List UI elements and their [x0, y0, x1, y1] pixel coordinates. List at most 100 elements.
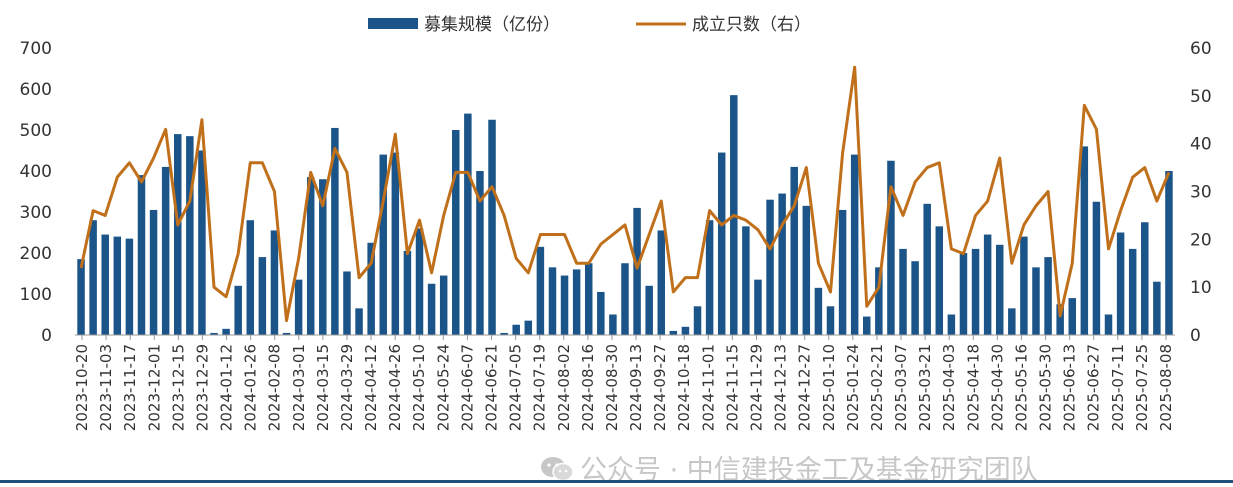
legend: 募集规模（亿份） 成立只数（右） — [368, 15, 811, 35]
bar — [1092, 201, 1101, 335]
x-tick-label: 2024-07-05 — [507, 344, 525, 431]
bar — [210, 332, 218, 335]
bar — [778, 193, 786, 335]
left-y-tick-label: 300 — [20, 203, 52, 223]
bar — [971, 248, 980, 335]
bar — [1032, 267, 1040, 335]
bar — [850, 154, 859, 335]
x-tick-label: 2023-10-20 — [73, 344, 91, 431]
bar — [234, 285, 242, 335]
bar — [826, 306, 835, 335]
right-y-tick-label: 40 — [1190, 135, 1212, 155]
bar — [560, 275, 569, 335]
bar — [875, 267, 883, 335]
x-tick-label: 2025-03-21 — [916, 344, 934, 431]
bar — [415, 228, 424, 335]
bar — [754, 279, 762, 335]
bar — [452, 130, 460, 335]
x-tick-label: 2025-05-16 — [1012, 344, 1030, 431]
bar — [669, 330, 678, 335]
bar — [947, 314, 956, 335]
bar — [270, 230, 279, 335]
right-y-tick-label: 20 — [1190, 230, 1212, 250]
bar — [1068, 298, 1076, 335]
bar — [609, 314, 617, 335]
left-y-tick-label: 100 — [20, 285, 52, 305]
legend-line-label: 成立只数（右） — [692, 15, 811, 35]
x-tick-label: 2024-08-02 — [555, 344, 573, 431]
x-tick-label: 2024-05-10 — [410, 344, 428, 431]
bar — [814, 287, 823, 335]
bar — [1104, 314, 1113, 335]
x-tick-label: 2024-06-07 — [458, 344, 476, 431]
bar — [198, 150, 206, 335]
x-tick-label: 2025-04-18 — [964, 344, 982, 431]
right-y-tick-label: 30 — [1190, 183, 1212, 203]
x-tick-label: 2024-01-26 — [242, 344, 260, 431]
x-tick-label: 2025-06-27 — [1085, 344, 1103, 431]
bar — [597, 291, 605, 335]
x-tick-label: 2024-12-13 — [772, 344, 790, 431]
x-tick-label: 2024-11-29 — [747, 344, 765, 431]
bar — [294, 279, 303, 335]
x-tick-label: 2024-06-21 — [483, 344, 501, 431]
x-tick-label: 2024-09-13 — [627, 344, 645, 431]
bar — [125, 238, 134, 335]
bar — [89, 220, 97, 335]
left-y-tick-label: 0 — [41, 326, 52, 346]
legend-bar-swatch — [368, 18, 418, 29]
x-tick-label: 2023-11-17 — [121, 344, 139, 431]
bar — [935, 226, 944, 335]
x-tick-label: 2024-08-30 — [603, 344, 621, 431]
right-y-tick-label: 50 — [1190, 87, 1212, 107]
x-tick-label: 2025-04-03 — [940, 344, 958, 431]
x-tick-label: 2024-01-12 — [218, 344, 236, 431]
bar — [633, 207, 641, 335]
x-tick-label: 2025-05-30 — [1037, 344, 1055, 431]
bar — [161, 166, 170, 335]
bar — [899, 248, 907, 335]
bar — [174, 134, 182, 335]
bar — [681, 326, 690, 335]
x-axis: 2023-10-20 2023-11-03 2023-11-17 2023-12-01… — [73, 335, 1175, 431]
x-tick-label: 2025-01-24 — [844, 344, 862, 431]
left-y-tick-label: 200 — [20, 244, 52, 264]
bar — [331, 127, 339, 335]
bar — [367, 242, 375, 335]
bar — [645, 285, 653, 335]
x-tick-label: 2024-07-19 — [531, 344, 549, 431]
right-y-tick-label: 0 — [1190, 326, 1201, 346]
bar — [536, 246, 545, 335]
x-tick-label: 2025-07-25 — [1133, 344, 1151, 431]
bar — [802, 205, 811, 335]
bar — [717, 152, 726, 335]
x-tick-label: 2025-07-11 — [1109, 344, 1127, 431]
bar — [863, 316, 871, 335]
bar — [306, 177, 315, 335]
bar — [621, 263, 629, 335]
bar — [742, 226, 750, 335]
bar — [319, 179, 327, 335]
x-tick-label: 2024-03-29 — [338, 344, 356, 431]
bar — [77, 259, 85, 335]
bar — [524, 320, 533, 335]
right-y-tick-label: 10 — [1190, 278, 1212, 298]
bar — [959, 253, 968, 335]
bar — [1080, 146, 1089, 335]
left-y-tick-label: 400 — [20, 162, 52, 182]
bar — [838, 209, 847, 335]
left-y-tick-label: 600 — [20, 80, 52, 100]
bar — [1056, 304, 1064, 335]
bar — [1044, 257, 1052, 335]
bar — [258, 257, 267, 335]
x-tick-label: 2024-03-15 — [314, 344, 332, 431]
x-tick-label: 2023-12-29 — [193, 344, 211, 431]
x-tick-label: 2024-10-18 — [675, 344, 693, 431]
bar — [911, 261, 919, 335]
x-tick-label: 2024-03-01 — [290, 344, 308, 431]
bar — [149, 209, 158, 335]
bar — [572, 269, 581, 335]
bar — [391, 152, 400, 335]
bar — [923, 203, 931, 335]
left-y-tick-label: 500 — [20, 121, 52, 141]
